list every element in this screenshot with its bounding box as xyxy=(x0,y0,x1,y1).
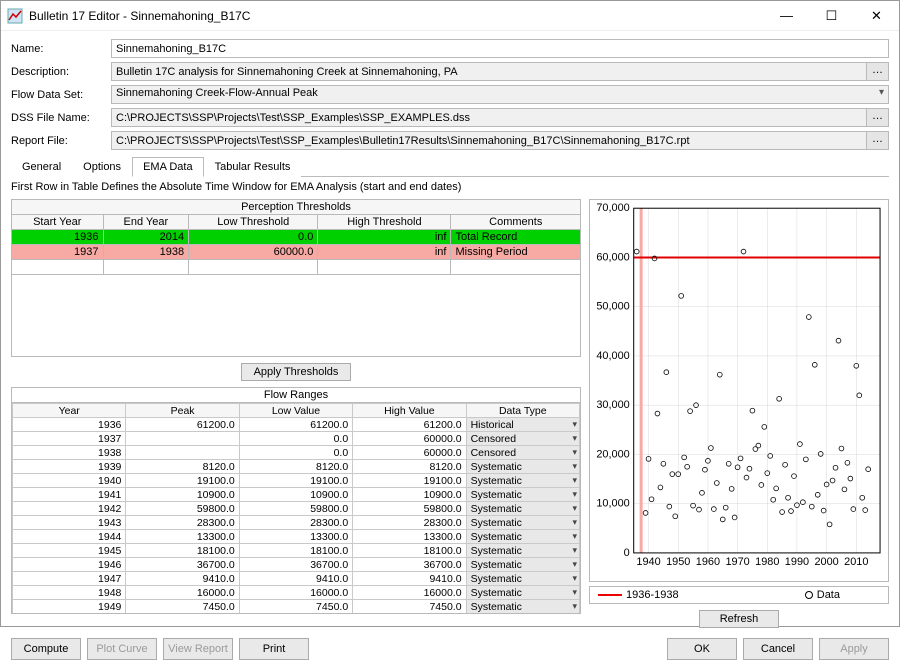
svg-text:0: 0 xyxy=(624,547,630,559)
svg-text:1970: 1970 xyxy=(725,556,749,568)
form-grid: Name: Description: … Flow Data Set: Sinn… xyxy=(11,39,889,150)
legend-line-icon xyxy=(598,594,622,596)
fr-row[interactable]: 194328300.028300.028300.0Systematic▾ xyxy=(13,516,580,530)
tab-general[interactable]: General xyxy=(11,157,72,177)
tab-bar: General Options EMA Data Tabular Results xyxy=(11,156,889,177)
compute-button[interactable]: Compute xyxy=(11,638,81,660)
fr-row[interactable]: 19398120.08120.08120.0Systematic▾ xyxy=(13,460,580,474)
cancel-button[interactable]: Cancel xyxy=(743,638,813,660)
fr-row[interactable]: 194259800.059800.059800.0Systematic▾ xyxy=(13,502,580,516)
fr-row[interactable]: 193661200.061200.061200.0Historical▾ xyxy=(13,418,580,432)
pt-header: Start Year xyxy=(12,215,104,230)
svg-text:1940: 1940 xyxy=(636,556,660,568)
app-icon xyxy=(7,8,23,24)
dss-input[interactable] xyxy=(111,108,867,127)
scatter-chart: 0 10,000 20,000 30,000 40,000 50,000 60,000 70,… xyxy=(589,199,889,582)
fr-row[interactable]: 19479410.09410.09410.0Systematic▾ xyxy=(13,572,580,586)
tab-options[interactable]: Options xyxy=(72,157,132,177)
fr-row[interactable]: 194518100.018100.018100.0Systematic▾ xyxy=(13,544,580,558)
apply-button[interactable]: Apply xyxy=(819,638,889,660)
tab-tabular-results[interactable]: Tabular Results xyxy=(204,157,302,177)
fr-row[interactable]: 194413300.013300.013300.0Systematic▾ xyxy=(13,530,580,544)
maximize-button[interactable]: ☐ xyxy=(809,1,854,31)
fr-header: Year xyxy=(13,404,126,418)
svg-text:50,000: 50,000 xyxy=(596,301,629,313)
svg-text:1990: 1990 xyxy=(785,556,809,568)
flow-label: Flow Data Set: xyxy=(11,89,111,101)
flow-ranges-scroll[interactable]: Year Peak Low Value High Value Data Type… xyxy=(12,403,580,613)
svg-text:1980: 1980 xyxy=(755,556,779,568)
name-input[interactable] xyxy=(111,39,889,58)
pt-header: High Threshold xyxy=(318,215,451,230)
plot-curve-button[interactable]: Plot Curve xyxy=(87,638,157,660)
minimize-button[interactable]: — xyxy=(764,1,809,31)
svg-text:40,000: 40,000 xyxy=(596,350,629,362)
window-title: Bulletin 17 Editor - Sinnemahoning_B17C xyxy=(29,9,764,23)
svg-text:1950: 1950 xyxy=(666,556,690,568)
chart-legend: 1936-1938 Data xyxy=(589,586,889,604)
tab-ema-data[interactable]: EMA Data xyxy=(132,157,204,177)
dss-label: DSS File Name: xyxy=(11,112,111,124)
footer: Compute Plot Curve View Report Print OK … xyxy=(1,632,899,668)
dss-browse-button[interactable]: … xyxy=(867,108,889,127)
fr-row[interactable]: 194019100.019100.019100.0Systematic▾ xyxy=(13,474,580,488)
fr-row[interactable]: 194816000.016000.016000.0Systematic▾ xyxy=(13,586,580,600)
pt-row[interactable]: 193620140.0infTotal Record xyxy=(12,230,581,245)
svg-text:30,000: 30,000 xyxy=(596,399,629,411)
svg-text:60,000: 60,000 xyxy=(596,251,629,263)
fr-header: Data Type xyxy=(466,404,579,418)
titlebar: Bulletin 17 Editor - Sinnemahoning_B17C … xyxy=(1,1,899,31)
svg-text:2010: 2010 xyxy=(844,556,868,568)
svg-text:10,000: 10,000 xyxy=(596,498,629,510)
pt-row[interactable]: 1937193860000.0infMissing Period xyxy=(12,245,581,260)
pt-empty-area xyxy=(11,275,581,357)
svg-text:20,000: 20,000 xyxy=(596,448,629,460)
perception-thresholds-table[interactable]: Start Year End Year Low Threshold High T… xyxy=(11,214,581,275)
desc-browse-button[interactable]: … xyxy=(867,62,889,81)
pt-title: Perception Thresholds xyxy=(11,199,581,214)
hint-text: First Row in Table Defines the Absolute … xyxy=(11,181,889,193)
flow-ranges-table[interactable]: Year Peak Low Value High Value Data Type… xyxy=(12,403,580,613)
legend-label: Data xyxy=(817,589,840,601)
fr-header: Low Value xyxy=(239,404,352,418)
name-label: Name: xyxy=(11,43,111,55)
pt-header: End Year xyxy=(103,215,189,230)
fr-row[interactable]: 194110900.010900.010900.0Systematic▾ xyxy=(13,488,580,502)
pt-row-empty[interactable] xyxy=(12,260,581,275)
close-button[interactable]: ✕ xyxy=(854,1,899,31)
rpt-label: Report File: xyxy=(11,135,111,147)
view-report-button[interactable]: View Report xyxy=(163,638,233,660)
desc-input[interactable] xyxy=(111,62,867,81)
fr-row[interactable]: 19370.060000.0Censored▾ xyxy=(13,432,580,446)
refresh-button[interactable]: Refresh xyxy=(699,610,780,628)
rpt-browse-button[interactable]: … xyxy=(867,131,889,150)
desc-label: Description: xyxy=(11,66,111,78)
svg-text:70,000: 70,000 xyxy=(596,202,629,214)
pt-header: Low Threshold xyxy=(189,215,318,230)
apply-thresholds-button[interactable]: Apply Thresholds xyxy=(241,363,352,381)
fr-row[interactable]: 194636700.036700.036700.0Systematic▾ xyxy=(13,558,580,572)
fr-header: High Value xyxy=(353,404,466,418)
print-button[interactable]: Print xyxy=(239,638,309,660)
fr-row[interactable]: 19497450.07450.07450.0Systematic▾ xyxy=(13,600,580,614)
svg-text:1960: 1960 xyxy=(696,556,720,568)
legend-circle-icon xyxy=(805,591,813,599)
ok-button[interactable]: OK xyxy=(667,638,737,660)
legend-label: 1936-1938 xyxy=(626,589,679,601)
flow-combo[interactable]: Sinnemahoning Creek-Flow-Annual Peak xyxy=(111,85,889,104)
fr-header: Peak xyxy=(126,404,239,418)
pt-header: Comments xyxy=(451,215,581,230)
svg-text:2000: 2000 xyxy=(814,556,838,568)
fr-row[interactable]: 19380.060000.0Censored▾ xyxy=(13,446,580,460)
rpt-input[interactable] xyxy=(111,131,867,150)
fr-title: Flow Ranges xyxy=(12,388,580,403)
